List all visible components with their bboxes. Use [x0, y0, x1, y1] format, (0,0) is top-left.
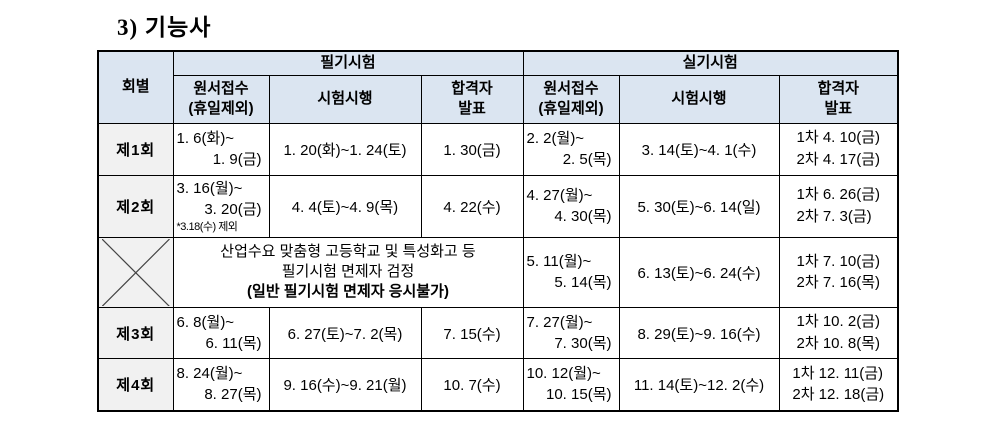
practical-result-cell: 1차 4. 10(금) 2차 4. 17(금) — [778, 122, 899, 176]
application-end-date: 10. 15(목) — [546, 386, 612, 404]
exemption-notice-restriction: (일반 필기시험 면제자 응시불가) — [247, 283, 449, 301]
practical-application-cell: 5. 11(월)~ 5. 14(목) — [522, 236, 620, 308]
header-written-application: 원서접수 (휴일제외) — [172, 74, 270, 124]
header-written-exam-date: 시험시행 — [268, 74, 422, 124]
practical-exam-date-cell: 8. 29(토)~9. 16(수) — [618, 307, 780, 359]
written-exam-date-cell: 6. 27(토)~7. 2(목) — [268, 307, 422, 359]
practical-result-cell: 1차 7. 10(금) 2차 7. 16(목) — [778, 236, 899, 308]
application-start-date: 7. 27(월)~ — [526, 314, 593, 331]
application-end-date: 7. 30(목) — [554, 335, 612, 352]
exemption-notice-text: 산업수요 맞춤형 고등학교 및 특성화고 등 필기시험 면제자 검정 — [220, 242, 476, 281]
written-result-cell: 10. 7(수) — [420, 358, 524, 411]
written-result-cell: 7. 15(수) — [420, 307, 524, 359]
practical-application-cell: 2. 2(월)~ 2. 5(목) — [522, 122, 620, 176]
exam-schedule-table: 회별 필기시험 실기시험 원서접수 (휴일제외) 시험시행 합격자 발표 원서접… — [97, 50, 900, 412]
written-exemption-notice-cell: 산업수요 맞춤형 고등학교 및 특성화고 등 필기시험 면제자 검정 (일반 필… — [172, 236, 524, 308]
header-practical-exam-section: 실기시험 — [522, 50, 899, 76]
result-dates: 1차 10. 2(금) 2차 10. 8(목) — [796, 313, 880, 352]
practical-exam-date-cell: 5. 30(토)~6. 14(일) — [618, 174, 780, 238]
written-result-cell: 1. 30(금) — [420, 122, 524, 176]
written-exam-date-cell: 1. 20(화)~1. 24(토) — [268, 122, 422, 176]
application-exclusion-note: *3.18(수) 제외 — [176, 220, 238, 233]
header-practical-result: 합격자 발표 — [778, 74, 899, 124]
application-end-date: 5. 14(목) — [554, 274, 612, 292]
written-exam-date-cell: 9. 16(수)~9. 21(월) — [268, 358, 422, 411]
session-cell: 제3회 — [97, 307, 174, 359]
header-row-sections: 회별 필기시험 실기시험 — [97, 50, 899, 124]
header-practical-application: 원서접수 (휴일제외) — [522, 74, 620, 124]
session-cell-crossed — [97, 236, 174, 308]
application-end-date: 6. 11(목) — [205, 335, 262, 352]
practical-exam-date-cell: 3. 14(토)~4. 1(수) — [618, 122, 780, 176]
session-cell: 제4회 — [97, 358, 174, 411]
session-cell: 제2회 — [97, 174, 174, 238]
table-row-session-4: 제4회 8. 24(월)~ 8. 27(목) 9. 16(수)~9. 21(월)… — [97, 358, 899, 411]
practical-result-cell: 1차 6. 26(금) 2차 7. 3(금) — [778, 174, 899, 238]
table-row-session-3: 제3회 6. 8(월)~ 6. 11(목) 6. 27(토)~7. 2(목) 7… — [97, 307, 899, 359]
crossed-out-icon — [102, 239, 170, 307]
table-row-session-1: 제1회 1. 6(화)~ 1. 9(금) 1. 20(화)~1. 24(토) 1… — [97, 122, 899, 176]
written-application-cell: 1. 6(화)~ 1. 9(금) — [172, 122, 270, 176]
result-dates: 1차 7. 10(금) 2차 7. 16(목) — [796, 252, 880, 292]
application-start-date: 5. 11(월)~ — [526, 253, 592, 271]
application-start-date: 1. 6(화)~ — [176, 130, 235, 147]
written-application-cell: 3. 16(월)~ 3. 20(금) *3.18(수) 제외 — [172, 174, 270, 238]
header-practical-exam-date: 시험시행 — [618, 74, 780, 124]
application-start-date: 10. 12(월)~ — [526, 365, 601, 383]
result-dates: 1차 12. 11(금) 2차 12. 18(금) — [792, 364, 885, 404]
written-result-cell: 4. 22(수) — [420, 174, 524, 238]
application-start-date: 3. 16(월)~ — [176, 179, 243, 197]
practical-exam-date-cell: 6. 13(토)~6. 24(수) — [618, 236, 780, 308]
practical-exam-date-cell: 11. 14(토)~12. 2(수) — [618, 358, 780, 411]
application-end-date: 3. 20(금) — [204, 200, 262, 218]
page-title: 3) 기능사 — [117, 15, 212, 40]
session-cell: 제1회 — [97, 122, 174, 176]
application-start-date: 6. 8(월)~ — [176, 314, 235, 331]
application-start-date: 2. 2(월)~ — [526, 130, 585, 147]
application-end-date: 2. 5(목) — [562, 151, 612, 168]
application-start-date: 8. 24(월)~ — [176, 365, 243, 383]
application-end-date: 1. 9(금) — [212, 151, 262, 168]
practical-result-cell: 1차 10. 2(금) 2차 10. 8(목) — [778, 307, 899, 359]
application-end-date: 8. 27(목) — [204, 386, 262, 404]
written-exam-date-cell: 4. 4(토)~4. 9(목) — [268, 174, 422, 238]
header-written-result: 합격자 발표 — [420, 74, 524, 124]
practical-application-cell: 4. 27(월)~ 4. 30(목) — [522, 174, 620, 238]
result-dates: 1차 6. 26(금) 2차 7. 3(금) — [796, 186, 880, 225]
table-row-exemption: 산업수요 맞춤형 고등학교 및 특성화고 등 필기시험 면제자 검정 (일반 필… — [97, 236, 899, 308]
practical-application-cell: 7. 27(월)~ 7. 30(목) — [522, 307, 620, 359]
written-application-cell: 6. 8(월)~ 6. 11(목) — [172, 307, 270, 359]
result-dates: 1차 4. 10(금) 2차 4. 17(금) — [796, 129, 880, 168]
header-row-columns: 원서접수 (휴일제외) 시험시행 합격자 발표 원서접수 (휴일제외) 시험시행… — [98, 74, 899, 124]
written-application-cell: 8. 24(월)~ 8. 27(목) — [172, 358, 270, 411]
application-start-date: 4. 27(월)~ — [526, 187, 593, 204]
header-written-exam-section: 필기시험 — [172, 50, 524, 76]
practical-result-cell: 1차 12. 11(금) 2차 12. 18(금) — [778, 358, 899, 411]
practical-application-cell: 10. 12(월)~ 10. 15(목) — [522, 358, 620, 411]
table-row-session-2: 제2회 3. 16(월)~ 3. 20(금) *3.18(수) 제외 4. 4(… — [97, 174, 899, 238]
application-end-date: 4. 30(목) — [554, 208, 612, 225]
header-session: 회별 — [97, 50, 174, 124]
